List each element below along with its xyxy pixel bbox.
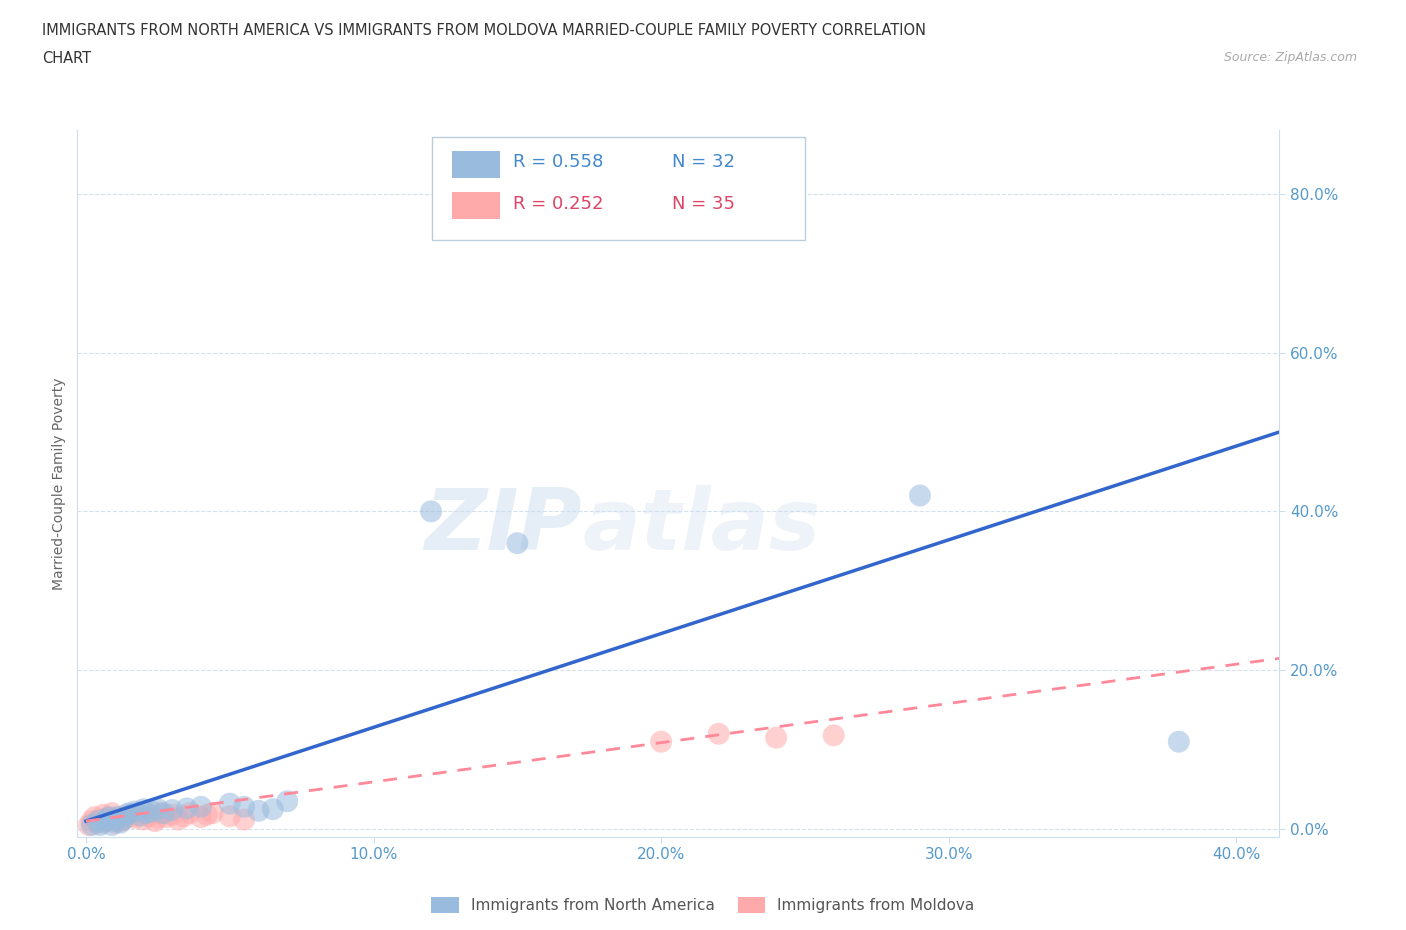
Point (152, 805, 174, 820)
Point (506, 536, 529, 551)
Text: atlas: atlas (582, 485, 820, 567)
Point (91, 807, 114, 822)
Point (276, 794, 298, 809)
Point (823, 728, 845, 743)
Point (112, 812, 135, 827)
Point (135, 805, 157, 820)
Point (138, 809, 160, 824)
Point (262, 802, 284, 817)
Point (908, 488, 931, 503)
Text: N = 32: N = 32 (672, 153, 735, 171)
Point (155, 810, 177, 825)
FancyBboxPatch shape (453, 192, 501, 219)
Legend: Immigrants from North America, Immigrants from Moldova: Immigrants from North America, Immigrant… (426, 893, 980, 918)
Point (118, 809, 141, 824)
Point (233, 800, 256, 815)
Point (98, 811, 120, 826)
Text: ZIP: ZIP (425, 485, 582, 567)
Point (173, 809, 195, 824)
Point (149, 805, 172, 820)
Point (110, 814, 132, 829)
Point (124, 804, 146, 819)
Text: CHART: CHART (42, 51, 91, 66)
Text: R = 0.558: R = 0.558 (513, 153, 603, 171)
Point (143, 814, 166, 829)
Point (80, 817, 103, 832)
Point (89, 817, 111, 832)
Point (146, 811, 169, 826)
Point (167, 812, 190, 827)
Point (129, 808, 152, 823)
Point (195, 807, 218, 822)
Point (89, 812, 111, 827)
Point (77, 817, 100, 832)
Point (190, 810, 212, 825)
Point (101, 817, 124, 832)
Text: N = 35: N = 35 (672, 195, 735, 213)
Point (91, 816, 114, 830)
Text: IMMIGRANTS FROM NORTH AMERICA VS IMMIGRANTS FROM MOLDOVA MARRIED-COUPLE FAMILY P: IMMIGRANTS FROM NORTH AMERICA VS IMMIGRA… (42, 23, 927, 38)
Point (83, 810, 105, 825)
Point (110, 816, 132, 830)
Point (707, 726, 730, 741)
Point (162, 807, 183, 822)
Point (112, 812, 135, 827)
Point (104, 814, 127, 829)
Point (190, 800, 212, 815)
FancyBboxPatch shape (453, 151, 501, 178)
Point (118, 805, 141, 820)
Point (233, 812, 256, 827)
Point (86, 814, 108, 829)
Point (94, 812, 117, 827)
Point (179, 805, 201, 820)
Point (94, 814, 117, 829)
FancyBboxPatch shape (432, 138, 804, 240)
Point (146, 802, 169, 817)
Point (132, 802, 155, 817)
Point (650, 735, 672, 750)
Point (115, 807, 138, 822)
Text: Source: ZipAtlas.com: Source: ZipAtlas.com (1223, 51, 1357, 64)
Point (101, 805, 124, 820)
Point (1167, 735, 1189, 750)
Y-axis label: Married-Couple Family Poverty: Married-Couple Family Poverty (52, 378, 66, 590)
Point (176, 801, 198, 816)
Text: R = 0.252: R = 0.252 (513, 195, 603, 213)
Point (162, 803, 183, 817)
Point (107, 810, 129, 825)
Point (218, 796, 240, 811)
Point (104, 816, 127, 830)
Point (107, 810, 129, 825)
Point (420, 504, 443, 519)
Point (80, 814, 103, 829)
Point (132, 812, 155, 827)
Point (218, 809, 240, 824)
Point (124, 811, 146, 826)
Point (127, 807, 149, 822)
Point (765, 730, 787, 745)
Point (247, 804, 270, 818)
Point (86, 816, 108, 830)
Point (201, 805, 224, 820)
Point (141, 804, 163, 819)
Point (98, 810, 120, 825)
